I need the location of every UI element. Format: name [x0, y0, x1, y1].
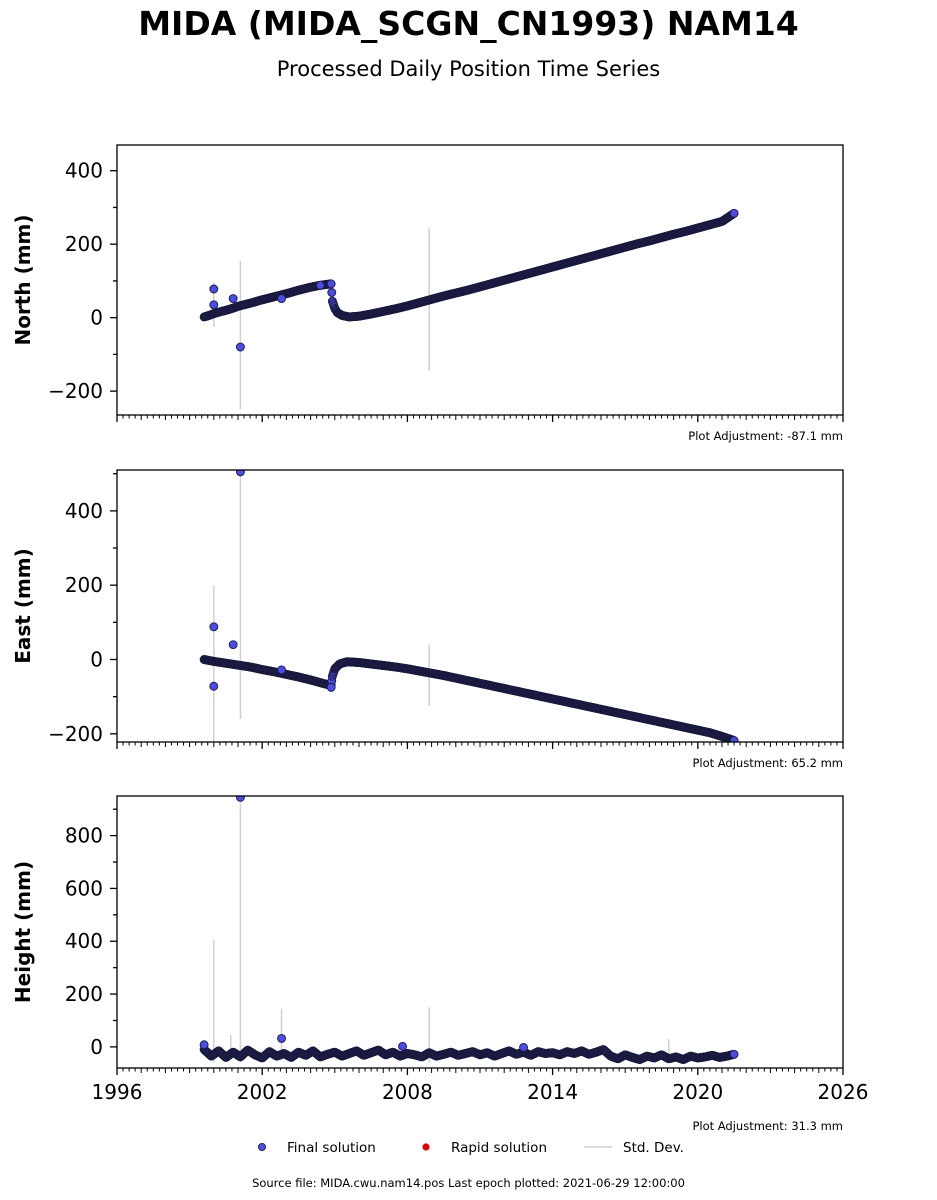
x-tick-label: 2002 [237, 1080, 288, 1104]
data-point [327, 288, 337, 297]
y-axis-label: North (mm) [11, 214, 35, 345]
panels-group: −200 0 200 400 North (mm) Plot Adjustment: -8… [11, 144, 869, 1133]
data-point [729, 208, 739, 218]
y-tick-label: 0 [90, 1035, 103, 1059]
legend: Final solution Rapid solution Std. Dev. [257, 1140, 684, 1156]
outlier-point [326, 682, 336, 692]
y-tick-label: 400 [65, 929, 103, 953]
x-tick-label: 2014 [527, 1080, 578, 1104]
plot-adjustment-note: Plot Adjustment: 31.3 mm [692, 1119, 843, 1133]
legend-swatch-final [257, 1143, 266, 1152]
outlier-point [519, 1042, 529, 1052]
legend-item-stddev: Std. Dev. [584, 1140, 684, 1156]
outlier-point [235, 342, 245, 352]
outlier-point [209, 622, 219, 632]
axes-frame [116, 144, 844, 416]
y-tick-label: 200 [65, 982, 103, 1006]
y-tick-label: −200 [48, 379, 103, 403]
outlier-point [199, 1040, 209, 1050]
y-axis-label: East (mm) [11, 548, 35, 664]
plot-area [199, 208, 739, 410]
axes-frame [116, 795, 844, 1069]
outlier-point [228, 294, 238, 304]
legend-label: Rapid solution [451, 1140, 547, 1156]
source-footer: Source file: MIDA.cwu.nam14.pos Last epo… [252, 1176, 685, 1190]
outlier-point [209, 284, 219, 294]
y-tick-label: 200 [65, 232, 103, 256]
x-tick-label: 2026 [818, 1080, 869, 1104]
y-axis-label: Height (mm) [11, 861, 35, 1003]
outlier-point [277, 1033, 287, 1043]
outlier-point [235, 470, 245, 477]
y-tick-label: 600 [65, 876, 103, 900]
y-tick-label: 200 [65, 573, 103, 597]
outlier-point [235, 796, 245, 802]
x-tick-label: 2008 [382, 1080, 433, 1104]
plot-adjustment-note: Plot Adjustment: -87.1 mm [688, 429, 843, 443]
panel-2: −200 0 200 400 East (mm) Plot Adjustment: 65.… [11, 469, 844, 770]
y-tick-label: 0 [90, 306, 103, 330]
x-tick-label: 1996 [92, 1080, 143, 1104]
plot-area [199, 796, 739, 1064]
y-tick-label: 400 [65, 159, 103, 183]
outlier-point [398, 1041, 408, 1051]
chart-title: MIDA (MIDA_SCGN_CN1993) NAM14 [138, 4, 799, 43]
y-tick-label: 800 [65, 824, 103, 848]
plot-adjustment-note: Plot Adjustment: 65.2 mm [692, 756, 843, 770]
chart-subtitle: Processed Daily Position Time Series [276, 57, 661, 81]
x-tick-label: 2020 [672, 1080, 723, 1104]
legend-item-final: Final solution [257, 1140, 376, 1156]
outlier-point [228, 640, 238, 650]
legend-label: Std. Dev. [623, 1140, 684, 1156]
panel-1: −200 0 200 400 North (mm) Plot Adjustment: -8… [11, 144, 844, 443]
legend-label: Final solution [287, 1140, 376, 1156]
plot-area [199, 470, 739, 742]
axes-frame [116, 469, 844, 743]
y-tick-label: −200 [48, 722, 103, 746]
data-point [729, 1049, 739, 1059]
data-point [326, 279, 336, 289]
outlier-point [315, 280, 325, 290]
outlier-point [209, 681, 219, 691]
y-tick-label: 400 [65, 499, 103, 523]
data-point [729, 736, 739, 742]
legend-swatch-rapid [422, 1143, 430, 1151]
panel-3: 1996 2002 2008 2014 2020 2026 0 200 400 600 800 Hei… [11, 795, 869, 1133]
outlier-point [209, 300, 219, 310]
outlier-point [277, 665, 287, 675]
legend-item-rapid: Rapid solution [422, 1140, 547, 1156]
y-tick-label: 0 [90, 648, 103, 672]
outlier-point [277, 294, 287, 304]
